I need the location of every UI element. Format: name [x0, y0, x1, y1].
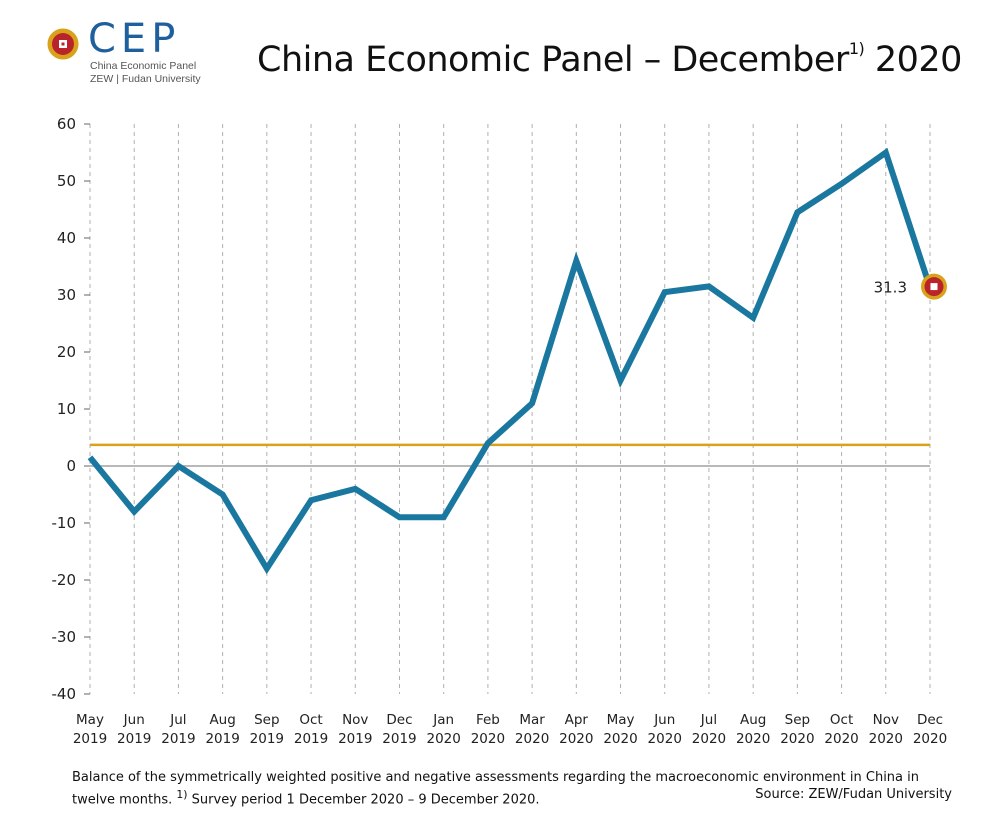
x-tick-label-month: Oct	[830, 712, 853, 728]
y-tick-label: -20	[52, 571, 77, 589]
x-tick-label-year: 2020	[559, 731, 593, 747]
x-tick-label-month: Mar	[519, 712, 545, 728]
y-tick-label: -30	[52, 628, 77, 646]
y-tick-label: 0	[66, 457, 76, 475]
last-value-label: 31.3	[874, 279, 907, 297]
x-tick-label-month: Oct	[299, 712, 322, 728]
title-footnote-mark: 1)	[848, 39, 865, 59]
x-tick-label-year: 2019	[205, 731, 239, 747]
x-tick-label-year: 2020	[603, 731, 637, 747]
x-tick-label-month: May	[76, 712, 104, 728]
x-tick-label-year: 2019	[161, 731, 195, 747]
x-tick-label-month: Aug	[209, 712, 235, 728]
cep-logo-icon	[47, 28, 79, 60]
x-tick-label-month: Jul	[169, 712, 186, 728]
x-tick-label-year: 2020	[648, 731, 682, 747]
y-tick-label: 40	[57, 229, 76, 247]
x-tick-label-month: Feb	[476, 712, 500, 728]
x-tick-label-year: 2020	[780, 731, 814, 747]
title-prefix: China Economic Panel – December	[257, 40, 849, 80]
caption: Balance of the symmetrically weighted po…	[72, 769, 952, 808]
caption-line2: twelve months. 1) Survey period 1 Decemb…	[72, 786, 952, 808]
x-tick-label-year: 2020	[515, 731, 549, 747]
y-tick-label: 10	[57, 400, 76, 418]
x-tick-label-year: 2020	[869, 731, 903, 747]
chart-title: China Economic Panel – December1) 2020	[257, 39, 963, 80]
cep-logo: CEP China Economic Panel ZEW | Fudan Uni…	[40, 16, 240, 90]
x-tick-label-year: 2019	[250, 731, 284, 747]
x-tick-label-month: Sep	[254, 712, 279, 728]
y-tick-label: 50	[57, 172, 76, 190]
reference-lines	[90, 443, 930, 467]
x-tick-label-year: 2019	[294, 731, 328, 747]
x-tick-label-year: 2020	[913, 731, 947, 747]
source-credit: Source: ZEW/Fudan University	[755, 787, 952, 802]
x-tick-label-month: Dec	[917, 712, 943, 728]
x-tick-label-month: Jan	[432, 712, 454, 728]
x-tick-label-month: Jun	[653, 712, 675, 728]
logo-subtitle: China Economic Panel	[90, 60, 197, 72]
logo-wordmark: CEP	[88, 16, 181, 62]
series-line	[87, 147, 933, 575]
y-tick-label: 60	[57, 115, 76, 133]
last-value-marker-center	[930, 283, 938, 291]
x-tick-label-year: 2020	[427, 731, 461, 747]
x-tick-label-month: Sep	[785, 712, 810, 728]
logo-affiliation: ZEW | Fudan University	[90, 73, 201, 85]
y-tick-label: 30	[57, 286, 76, 304]
series-line-group	[87, 147, 933, 575]
y-tick-label: -10	[52, 514, 77, 532]
axes: May 2019 Jun 2019 Jul 2019 Aug 2019 Sep 2019 Oct 20…	[52, 115, 948, 747]
x-tick-label-year: 2019	[382, 731, 416, 747]
y-tick-label: -40	[52, 685, 77, 703]
x-tick-label-year: 2019	[117, 731, 151, 747]
x-tick-label-month: Dec	[386, 712, 412, 728]
caption-line1: Balance of the symmetrically weighted po…	[72, 770, 919, 785]
x-tick-label-year: 2020	[736, 731, 770, 747]
x-tick-label-year: 2020	[471, 731, 505, 747]
x-tick-label-year: 2019	[73, 731, 107, 747]
chart: May 2019 Jun 2019 Jul 2019 Aug 2019 Sep 2019 Oct 20…	[52, 115, 948, 747]
caption-footnote-mark: 1)	[176, 788, 188, 801]
x-tick-label-month: May	[607, 712, 635, 728]
x-tick-label-year: 2020	[692, 731, 726, 747]
x-tick-label-month: Jul	[700, 712, 717, 728]
caption-line2-text: twelve months.	[72, 792, 177, 808]
y-tick-label: 20	[57, 343, 76, 361]
title-suffix: 2020	[864, 40, 963, 80]
caption-survey-period: Survey period 1 December 2020 – 9 Decemb…	[187, 792, 540, 808]
x-tick-label-month: Nov	[342, 712, 368, 728]
x-tick-label-month: Aug	[740, 712, 766, 728]
x-tick-label-year: 2020	[824, 731, 858, 747]
x-tick-label-month: Nov	[873, 712, 899, 728]
x-tick-label-month: Jun	[123, 712, 145, 728]
x-tick-label-month: Apr	[565, 712, 589, 728]
last-value-marker-group: 31.3	[874, 273, 947, 300]
x-tick-label-year: 2019	[338, 731, 372, 747]
grid	[89, 124, 931, 694]
